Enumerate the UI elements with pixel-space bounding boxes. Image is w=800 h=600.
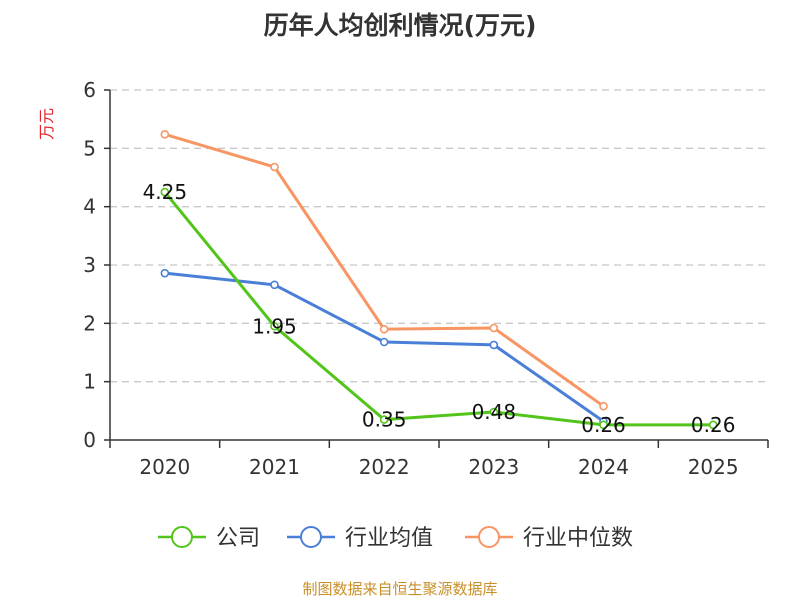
legend-item-行业均值[interactable]: 行业均值 xyxy=(287,526,433,551)
x-tick-label: 2020 xyxy=(139,455,190,479)
data-point[interactable] xyxy=(708,420,718,430)
series-line xyxy=(164,271,605,423)
data-point[interactable] xyxy=(599,401,608,411)
data-point[interactable] xyxy=(160,130,170,139)
series-line xyxy=(163,191,714,427)
y-tick-label: 4 xyxy=(83,195,96,219)
source-footer: 制图数据来自恒生聚源数据库 xyxy=(302,580,497,598)
data-label: 0.26 xyxy=(581,413,626,437)
data-label: 4.25 xyxy=(143,180,188,204)
data-point[interactable] xyxy=(379,337,389,347)
y-tick-label: 3 xyxy=(83,253,96,277)
legend-label: 行业中位数 xyxy=(523,526,633,551)
legend-marker xyxy=(171,526,193,548)
data-label: 0.35 xyxy=(362,408,407,432)
series-行业均值 xyxy=(160,268,608,426)
legend-item-行业中位数[interactable]: 行业中位数 xyxy=(465,526,633,551)
x-tick-label: 2023 xyxy=(468,455,519,479)
data-label: 1.95 xyxy=(252,314,297,338)
y-tick-label: 5 xyxy=(83,136,96,160)
x-tick-label: 2022 xyxy=(359,455,410,479)
legend-label: 行业均值 xyxy=(345,526,433,551)
data-point[interactable] xyxy=(379,415,389,424)
y-tick-label: 1 xyxy=(83,370,96,394)
x-tick-label: 2021 xyxy=(249,455,300,479)
legend-marker xyxy=(300,526,322,548)
axes: 0 1 2 3 4 5 6 2020 2021 2022 2023 2024 2025 xyxy=(83,78,769,479)
data-point[interactable] xyxy=(489,323,499,333)
data-point[interactable] xyxy=(379,324,389,334)
y-tick-label: 2 xyxy=(83,311,96,335)
x-tick-label: 2024 xyxy=(578,455,629,479)
x-tick-label: 2025 xyxy=(688,455,739,479)
data-point[interactable] xyxy=(489,407,499,417)
data-point[interactable] xyxy=(599,420,608,430)
legend-item-公司[interactable]: 公司 xyxy=(158,526,260,551)
data-labels: 4.25 1.95 0.35 0.48 0.26 0.26 xyxy=(143,180,736,437)
data-label: 0.48 xyxy=(472,400,517,424)
y-tick-label: 0 xyxy=(83,428,96,452)
legend-label: 公司 xyxy=(216,526,260,551)
series-layer xyxy=(160,130,718,430)
legend-marker xyxy=(478,526,500,548)
grid-lines xyxy=(110,89,768,383)
data-point[interactable] xyxy=(270,280,279,290)
series-公司 xyxy=(160,187,718,430)
data-point[interactable] xyxy=(160,187,170,197)
data-point[interactable] xyxy=(270,321,279,331)
y-tick-label: 6 xyxy=(83,78,96,102)
series-行业中位数 xyxy=(160,130,608,411)
data-point[interactable] xyxy=(489,340,499,350)
data-point[interactable] xyxy=(160,268,170,278)
chart-title: 历年人均创利情况(万元) xyxy=(264,11,537,40)
y-axis-label: 万元 xyxy=(37,108,56,140)
legend[interactable]: 公司 行业均值 行业中位数 xyxy=(158,526,633,551)
data-label: 0.26 xyxy=(691,413,736,437)
data-point[interactable] xyxy=(270,162,279,172)
